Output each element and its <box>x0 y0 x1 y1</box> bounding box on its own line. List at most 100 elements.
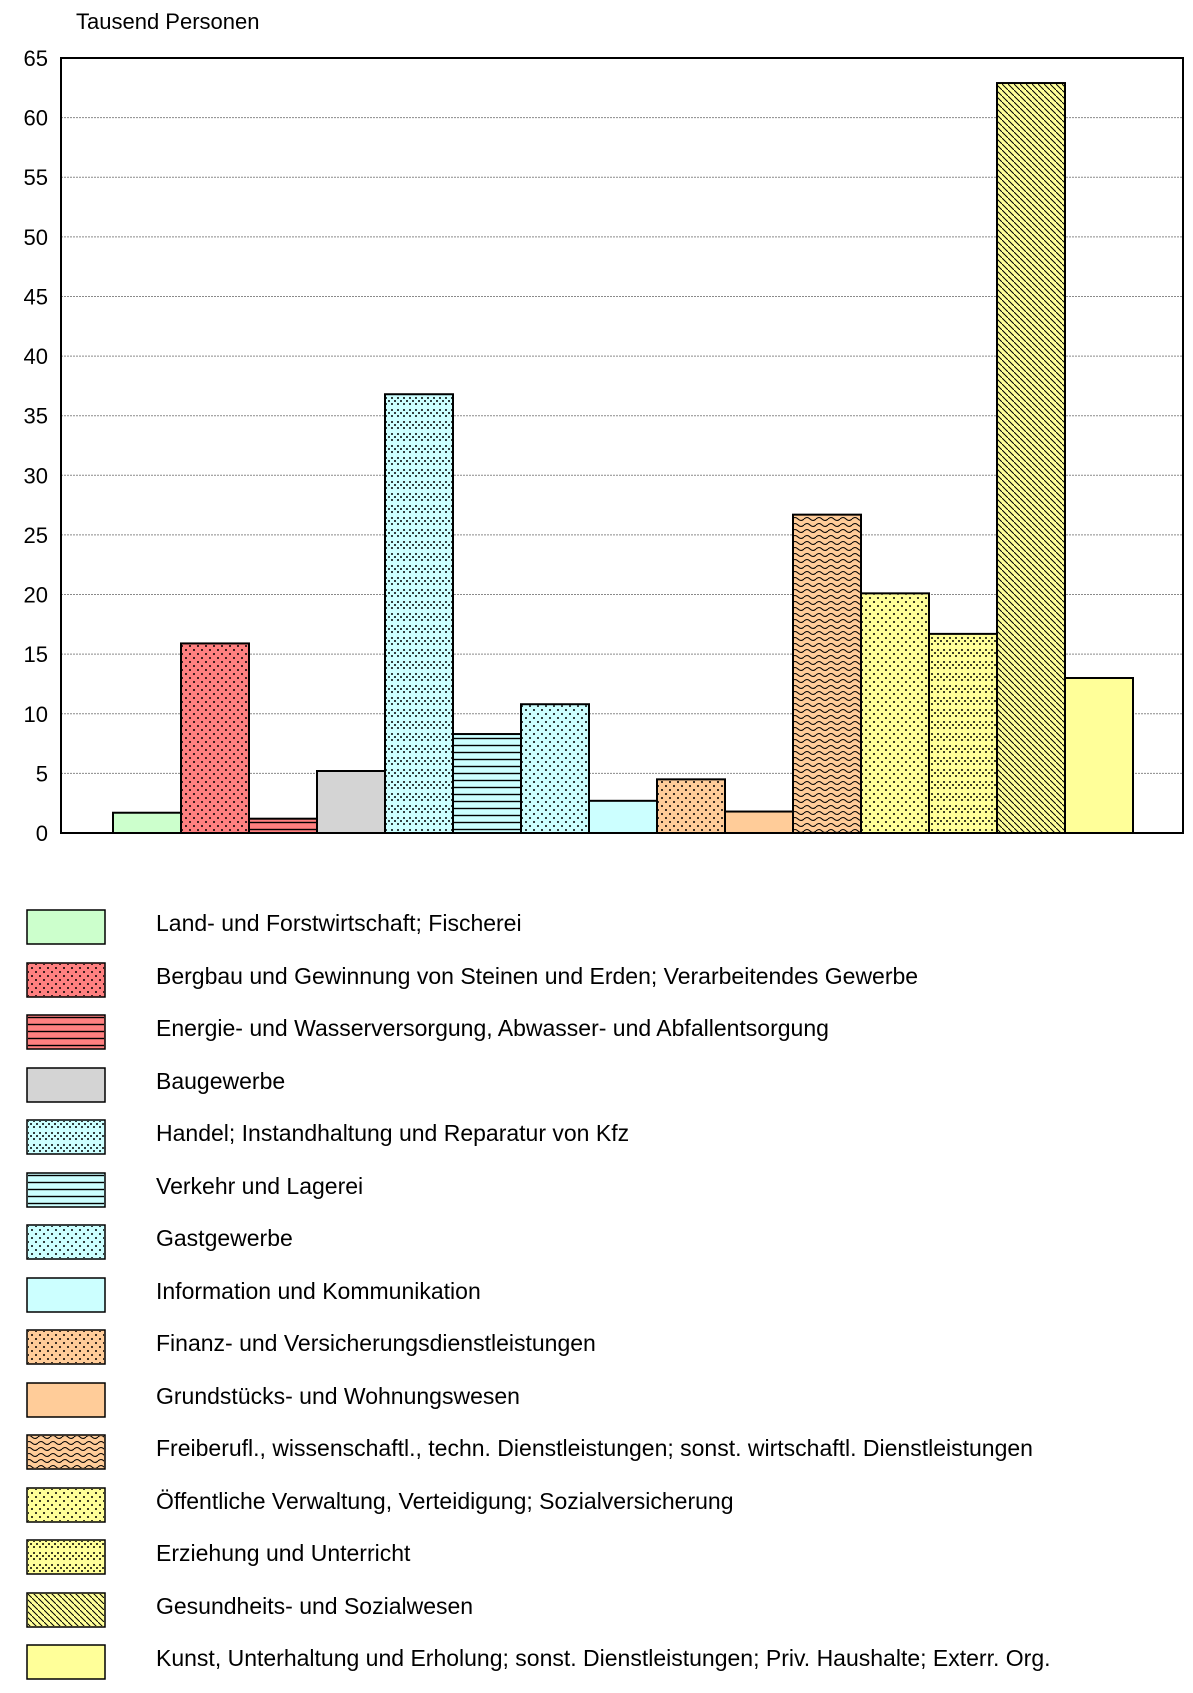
legend-swatch <box>26 1066 106 1103</box>
legend-item: Finanz- und Versicherungsdienstleistunge… <box>26 1325 1186 1378</box>
bar <box>180 642 250 835</box>
legend-label: Verkehr und Lagerei <box>156 1172 364 1199</box>
legend-item: Handel; Instandhaltung und Reparatur von… <box>26 1115 1186 1168</box>
legend-swatch-pattern <box>28 1436 104 1468</box>
legend-item: Land- und Forstwirtschaft; Fischerei <box>26 905 1186 958</box>
y-axis-title: Tausend Personen <box>76 9 259 34</box>
legend-item: Energie- und Wasserversorgung, Abwasser-… <box>26 1010 1186 1063</box>
legend-label: Handel; Instandhaltung und Reparatur von… <box>156 1120 630 1146</box>
y-tick-label: 45 <box>24 284 48 309</box>
legend-swatch-fill <box>26 1276 106 1313</box>
legend-swatch <box>26 1381 106 1418</box>
legend-swatch-pattern <box>28 1541 104 1573</box>
y-tick-label: 55 <box>24 165 48 190</box>
legend-item: Kunst, Unterhaltung und Erholung; sonst.… <box>26 1640 1186 1693</box>
bar <box>996 82 1066 835</box>
legend-swatch <box>26 1171 106 1208</box>
legend-swatch <box>26 1014 106 1050</box>
legend-swatch-pattern <box>28 1331 104 1363</box>
y-tick-label: 15 <box>24 642 48 667</box>
y-tick-label: 60 <box>24 106 48 131</box>
legend-label: Bergbau und Gewinnung von Steinen und Er… <box>156 962 919 989</box>
legend-item: Information und Kommunikation <box>26 1273 1186 1326</box>
bar-fill <box>316 770 386 834</box>
bar <box>452 733 522 834</box>
y-tick-label: 35 <box>24 404 48 429</box>
bar <box>316 770 386 834</box>
legend-swatch-pattern <box>28 963 104 996</box>
y-tick-label: 10 <box>24 702 48 727</box>
legend-swatch-fill <box>26 1381 106 1418</box>
legend-label: Gesundheits- und Sozialwesen <box>156 1592 474 1619</box>
bar-pattern <box>862 594 928 832</box>
legend-swatch <box>26 1434 106 1470</box>
bar-pattern <box>930 634 996 832</box>
bar-pattern <box>250 819 316 832</box>
legend-label: Baugewerbe <box>156 1067 286 1094</box>
legend-swatch-fill <box>26 909 106 945</box>
legend-item: Gastgewerbe <box>26 1220 1186 1273</box>
bar-pattern <box>658 780 724 832</box>
legend-label: Gastgewerbe <box>156 1225 293 1251</box>
legend-swatch-fill <box>26 1066 106 1103</box>
legend-item: Gesundheits- und Sozialwesen <box>26 1588 1186 1641</box>
legend-swatch <box>26 909 106 945</box>
y-tick-label: 25 <box>24 523 48 548</box>
bar-pattern <box>998 84 1064 833</box>
legend-swatch <box>26 1644 106 1680</box>
bar <box>588 799 658 834</box>
legend-swatch <box>26 1329 106 1365</box>
legend-item: Erziehung und Unterricht <box>26 1535 1186 1588</box>
legend-swatch-pattern <box>28 1593 104 1626</box>
legend-label: Öffentliche Verwaltung, Verteidigung; So… <box>156 1487 734 1514</box>
legend-swatch <box>26 1591 106 1628</box>
bar <box>384 393 454 834</box>
legend-swatch <box>26 1539 106 1575</box>
legend-label: Information und Kommunikation <box>156 1277 481 1304</box>
bar <box>1064 677 1134 834</box>
legend-label: Land- und Forstwirtschaft; Fischerei <box>156 910 522 936</box>
legend-item: Grundstücks- und Wohnungswesen <box>26 1378 1186 1431</box>
y-tick-label: 65 <box>24 46 48 71</box>
legend-label: Erziehung und Unterricht <box>156 1540 411 1566</box>
legend-label: Freiberufl., wissenschaftl., techn. Dien… <box>156 1435 1033 1461</box>
bar-fill <box>724 810 794 834</box>
bar <box>248 817 318 835</box>
bar-pattern <box>454 735 520 832</box>
legend-swatch <box>26 1276 106 1313</box>
y-tick-label: 50 <box>24 225 48 250</box>
bar-chart: 0 5 10 15 20 25 30 35 40 45 50 55 60 65 Tausend Perso… <box>24 9 1184 846</box>
legend-item: Verkehr und Lagerei <box>26 1168 1186 1221</box>
y-tick-label: 30 <box>24 463 48 488</box>
bar <box>520 703 590 834</box>
y-tick-label: 5 <box>36 761 48 786</box>
legend-item: Baugewerbe <box>26 1063 1186 1116</box>
bar <box>928 632 998 835</box>
legend-item: Bergbau und Gewinnung von Steinen und Er… <box>26 958 1186 1011</box>
legend-swatch-pattern <box>28 1488 104 1521</box>
legend-label: Grundstücks- und Wohnungswesen <box>156 1382 520 1409</box>
legend-swatch-pattern <box>28 1226 104 1258</box>
plot-frame <box>60 57 1184 834</box>
legend-label: Kunst, Unterhaltung und Erholung; sonst.… <box>156 1645 1051 1671</box>
y-tick-label: 0 <box>36 821 48 846</box>
legend-swatch <box>26 1486 106 1523</box>
bar <box>112 811 182 835</box>
bar-fill <box>588 799 658 834</box>
bar-fill <box>112 811 182 835</box>
bar <box>724 810 794 834</box>
y-tick-label: 20 <box>24 583 48 608</box>
y-tick-label: 40 <box>24 344 48 369</box>
legend-swatch-pattern <box>28 1173 104 1206</box>
legend-swatch-pattern <box>28 1016 104 1048</box>
bar-fill <box>1064 677 1134 834</box>
legend-item: Freiberufl., wissenschaftl., techn. Dien… <box>26 1430 1186 1483</box>
legend-item: Öffentliche Verwaltung, Verteidigung; So… <box>26 1483 1186 1536</box>
legend-swatch-fill <box>26 1644 106 1680</box>
bar <box>656 778 726 834</box>
bar-pattern <box>182 644 248 832</box>
bar-pattern <box>794 515 860 832</box>
legend: Land- und Forstwirtschaft; Fischerei Berg… <box>26 905 1186 1693</box>
bar-pattern <box>386 395 452 832</box>
legend-swatch-pattern <box>28 1121 104 1153</box>
